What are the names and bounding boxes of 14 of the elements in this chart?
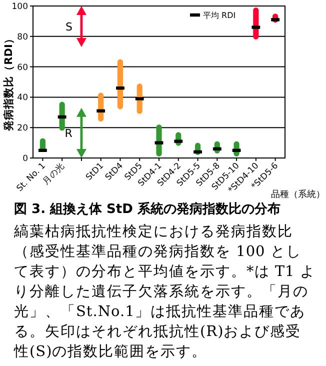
y-tick-label: 20 [17, 124, 28, 134]
annotation: S [65, 20, 72, 34]
y-tick-label: 100 [12, 2, 28, 12]
y-tick-label: 0 [22, 154, 28, 164]
x-axis-title: 品種（系統） [271, 189, 325, 200]
y-axis-title: 発病指数比（RDI） [2, 33, 15, 132]
text: 縞葉枯病抵抗性検定における発病指数比（感受性基準品種の発病指数を 100 として表す）の分布と平均値を示す。*は T1 より分離した遺伝子欠落系統を示す。「月の光」、「St.No.1」は抵抗性基準品種である。矢印はそれぞれ抵抗性(R)および感受性(S)の指数比範囲を示す。 [14, 222, 316, 362]
y-tick-label: 40 [17, 93, 28, 104]
text: 図 3. 組換え体 StD 系統の発病指数比の分布 [14, 201, 282, 219]
y-tick-label: 60 [17, 62, 28, 73]
legend-label: 平均 RDI [203, 11, 236, 20]
bar [117, 59, 124, 110]
annotation: R [64, 126, 73, 140]
y-tick-label: 80 [17, 32, 28, 42]
